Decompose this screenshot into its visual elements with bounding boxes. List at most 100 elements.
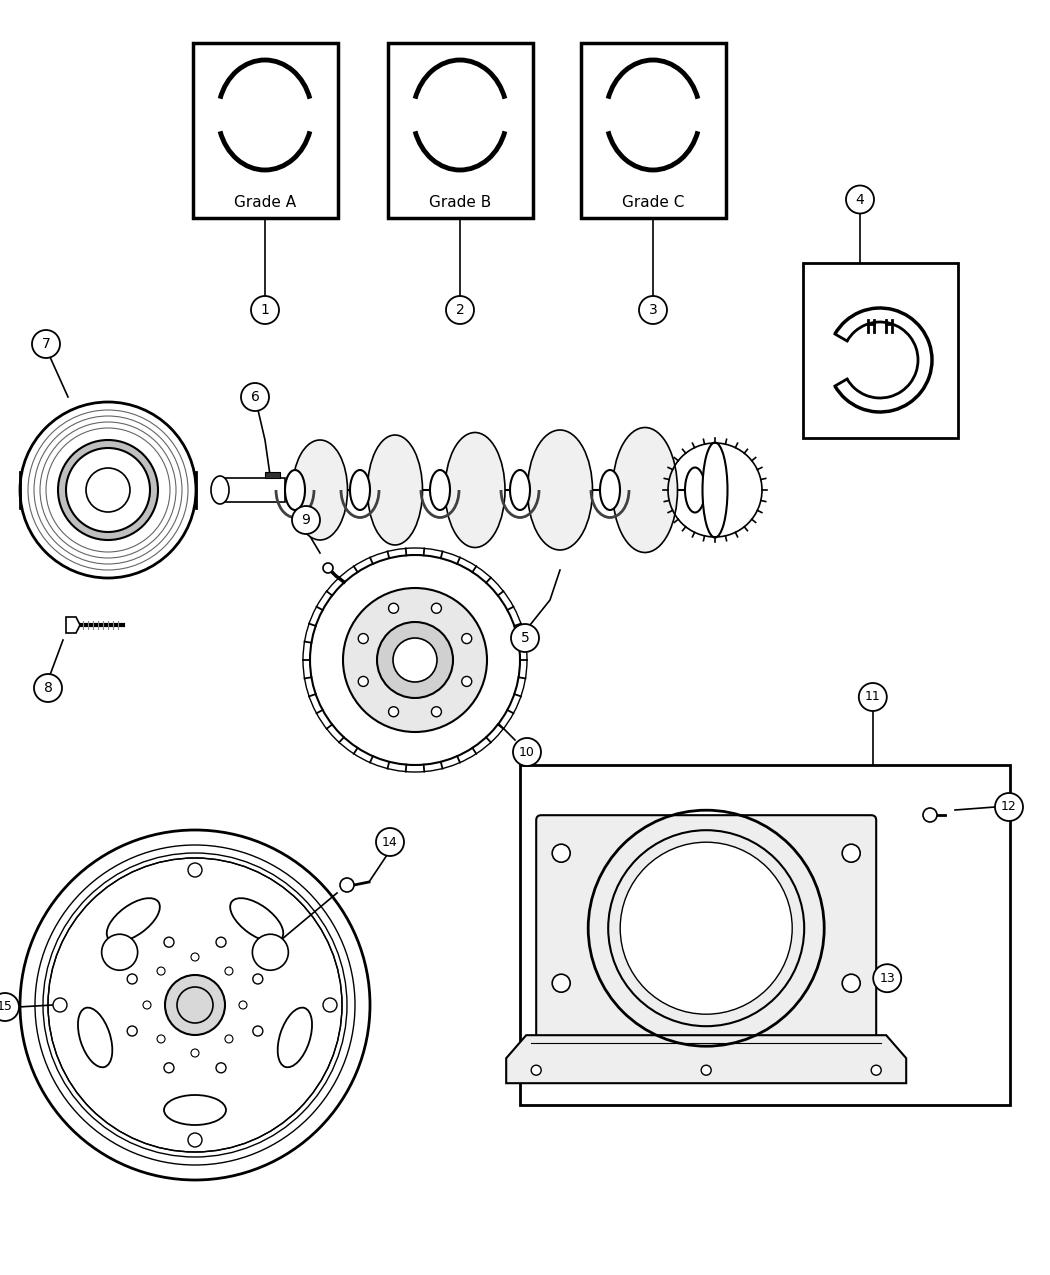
Circle shape (842, 844, 860, 862)
Bar (387, 42, 532, 218)
Ellipse shape (368, 435, 422, 544)
Circle shape (872, 1065, 881, 1075)
Circle shape (102, 935, 138, 970)
Circle shape (20, 402, 196, 578)
Circle shape (52, 998, 67, 1012)
Text: 6: 6 (251, 390, 259, 404)
Circle shape (66, 448, 150, 532)
Circle shape (376, 827, 404, 856)
Circle shape (0, 993, 19, 1021)
Ellipse shape (527, 430, 592, 550)
Ellipse shape (293, 440, 348, 541)
Circle shape (164, 937, 174, 947)
Circle shape (923, 808, 937, 822)
Ellipse shape (211, 476, 229, 504)
Text: 14: 14 (382, 835, 398, 848)
Text: 12: 12 (1001, 801, 1016, 813)
Circle shape (143, 1001, 151, 1009)
Polygon shape (66, 617, 80, 632)
FancyBboxPatch shape (537, 815, 876, 1040)
Circle shape (158, 966, 165, 975)
Circle shape (701, 1065, 711, 1075)
Ellipse shape (277, 1007, 312, 1067)
Circle shape (252, 935, 289, 970)
Circle shape (343, 588, 487, 732)
Bar (265, 472, 280, 478)
Circle shape (216, 1063, 226, 1072)
Circle shape (340, 878, 354, 892)
Circle shape (127, 974, 138, 984)
Circle shape (323, 564, 333, 572)
Circle shape (531, 1065, 541, 1075)
Circle shape (158, 1035, 165, 1043)
Text: 10: 10 (519, 746, 534, 759)
Text: 11: 11 (865, 691, 881, 704)
Ellipse shape (612, 427, 677, 552)
Circle shape (377, 622, 453, 697)
Circle shape (432, 603, 441, 613)
Ellipse shape (230, 898, 284, 942)
Circle shape (242, 382, 269, 411)
Circle shape (58, 440, 158, 541)
Circle shape (165, 975, 225, 1035)
Ellipse shape (510, 470, 530, 510)
Text: 15: 15 (0, 1001, 13, 1014)
Circle shape (446, 296, 474, 324)
Circle shape (874, 964, 901, 992)
Circle shape (859, 683, 887, 711)
Circle shape (621, 843, 792, 1014)
Bar (520, 765, 1010, 1105)
Circle shape (188, 863, 202, 877)
Bar (220, 478, 285, 502)
Circle shape (292, 506, 320, 534)
Circle shape (34, 674, 62, 703)
Text: Grade A: Grade A (234, 195, 296, 210)
Bar (802, 263, 958, 437)
Circle shape (48, 858, 342, 1153)
Ellipse shape (445, 432, 505, 547)
Circle shape (393, 638, 437, 682)
Circle shape (127, 1026, 138, 1037)
Circle shape (462, 634, 471, 644)
Text: 3: 3 (649, 303, 657, 317)
Circle shape (323, 998, 337, 1012)
Ellipse shape (78, 1007, 112, 1067)
Circle shape (552, 844, 570, 862)
Text: Grade B: Grade B (428, 195, 491, 210)
Circle shape (225, 966, 233, 975)
Circle shape (842, 974, 860, 992)
Circle shape (253, 974, 262, 984)
Circle shape (462, 677, 471, 686)
Ellipse shape (164, 1095, 226, 1125)
Polygon shape (506, 1035, 906, 1084)
Circle shape (251, 296, 279, 324)
Circle shape (164, 1063, 174, 1072)
Ellipse shape (702, 442, 728, 538)
Circle shape (358, 634, 369, 644)
Text: 4: 4 (856, 193, 864, 207)
Circle shape (239, 1001, 247, 1009)
Circle shape (846, 185, 874, 213)
Circle shape (388, 706, 399, 717)
Bar (581, 42, 726, 218)
Text: 8: 8 (43, 681, 53, 695)
Circle shape (511, 623, 539, 652)
Ellipse shape (285, 470, 304, 510)
Bar (192, 42, 337, 218)
Circle shape (216, 937, 226, 947)
Circle shape (995, 793, 1023, 821)
Circle shape (188, 1133, 202, 1148)
Circle shape (388, 603, 399, 613)
Text: 1: 1 (260, 303, 270, 317)
Circle shape (358, 677, 369, 686)
Circle shape (639, 296, 667, 324)
Ellipse shape (430, 470, 450, 510)
Ellipse shape (600, 470, 620, 510)
Text: Grade C: Grade C (622, 195, 685, 210)
Circle shape (513, 738, 541, 766)
Circle shape (432, 706, 441, 717)
Text: 9: 9 (301, 513, 311, 527)
Text: 2: 2 (456, 303, 464, 317)
Circle shape (191, 1049, 200, 1057)
Circle shape (253, 1026, 262, 1037)
